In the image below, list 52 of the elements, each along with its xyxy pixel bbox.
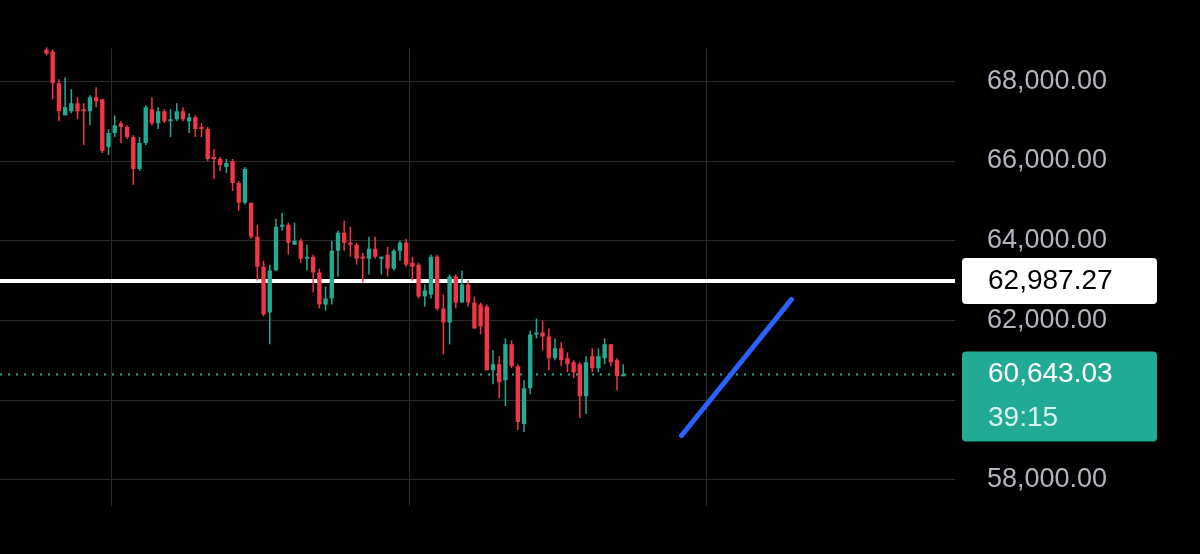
- text: 39:15: [988, 401, 1059, 433]
- candlestick: [509, 339, 514, 370]
- candlestick: [441, 293, 446, 356]
- y-tick-label: 58,000.00: [987, 463, 1108, 494]
- candlestick: [348, 226, 353, 258]
- candlestick: [342, 220, 347, 252]
- candlestick: [186, 112, 192, 134]
- candlestick: [590, 347, 595, 374]
- candlestick: [75, 96, 80, 120]
- candlestick: [292, 222, 297, 246]
- ref-line-label: 60,643.03: [988, 357, 1113, 389]
- candlestick: [534, 317, 539, 340]
- candlestick: [497, 355, 502, 399]
- y-tick-label: 68,000.00: [987, 64, 1108, 95]
- candlestick: [298, 237, 303, 264]
- y-tick-label: 66,000.00: [987, 144, 1108, 175]
- candlestick: [155, 106, 161, 130]
- candlestick: [552, 337, 558, 362]
- candlestick: [404, 237, 409, 268]
- candlestick: [466, 279, 471, 308]
- candlestick: [422, 283, 427, 308]
- candlestick: [286, 222, 291, 256]
- candlestick: [323, 285, 328, 312]
- candlestick: [93, 86, 99, 108]
- candlestick: [311, 253, 316, 294]
- candlestick: [490, 349, 496, 385]
- candlestick: [608, 343, 613, 368]
- candlestick: [236, 180, 241, 212]
- candlestick: [112, 114, 117, 138]
- candlestick: [149, 96, 155, 126]
- candlestick: [62, 76, 68, 116]
- candlestick: [230, 158, 235, 192]
- candlestick: [373, 235, 378, 260]
- candlestick: [118, 120, 124, 144]
- candlestick: [459, 269, 465, 304]
- candlestick: [87, 94, 93, 126]
- candlestick: [614, 357, 620, 391]
- candlestick: [540, 319, 545, 352]
- candlestick: [69, 88, 74, 114]
- candlestick: [168, 108, 173, 138]
- candlestick: [385, 245, 390, 278]
- candlestick: [354, 241, 359, 266]
- candlestick: [397, 239, 403, 262]
- y-tick-label: 62,000.00: [987, 303, 1108, 334]
- candlestick: [559, 341, 564, 368]
- candlestick: [106, 128, 111, 156]
- candlestick: [391, 247, 396, 272]
- candlestick: [366, 235, 372, 276]
- y-tick-label: 64,000.00: [987, 224, 1108, 255]
- ref-line-label: 62,987.27: [988, 263, 1113, 295]
- candlestick: [335, 230, 341, 278]
- candlestick: [546, 327, 551, 372]
